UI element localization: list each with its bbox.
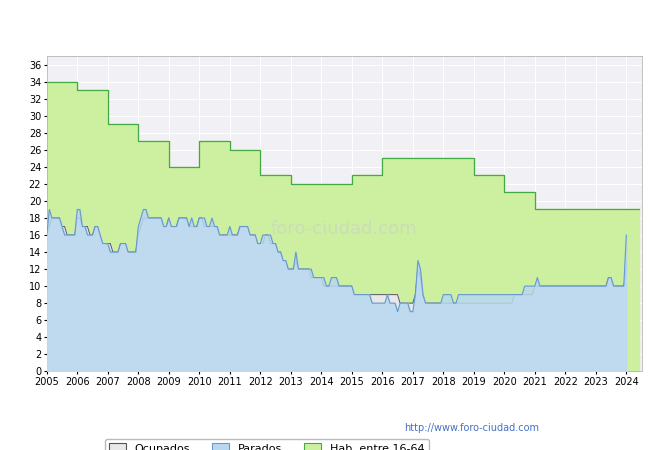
Text: Cañada de Benatanduz - Evolucion de la poblacion en edad de Trabajar Mayo de 202: Cañada de Benatanduz - Evolucion de la p… — [49, 17, 601, 30]
Legend: Ocupados, Parados, Hab. entre 16-64: Ocupados, Parados, Hab. entre 16-64 — [105, 439, 429, 450]
Text: http://www.foro-ciudad.com: http://www.foro-ciudad.com — [404, 423, 539, 433]
Text: foro-ciudad.com: foro-ciudad.com — [271, 220, 417, 238]
